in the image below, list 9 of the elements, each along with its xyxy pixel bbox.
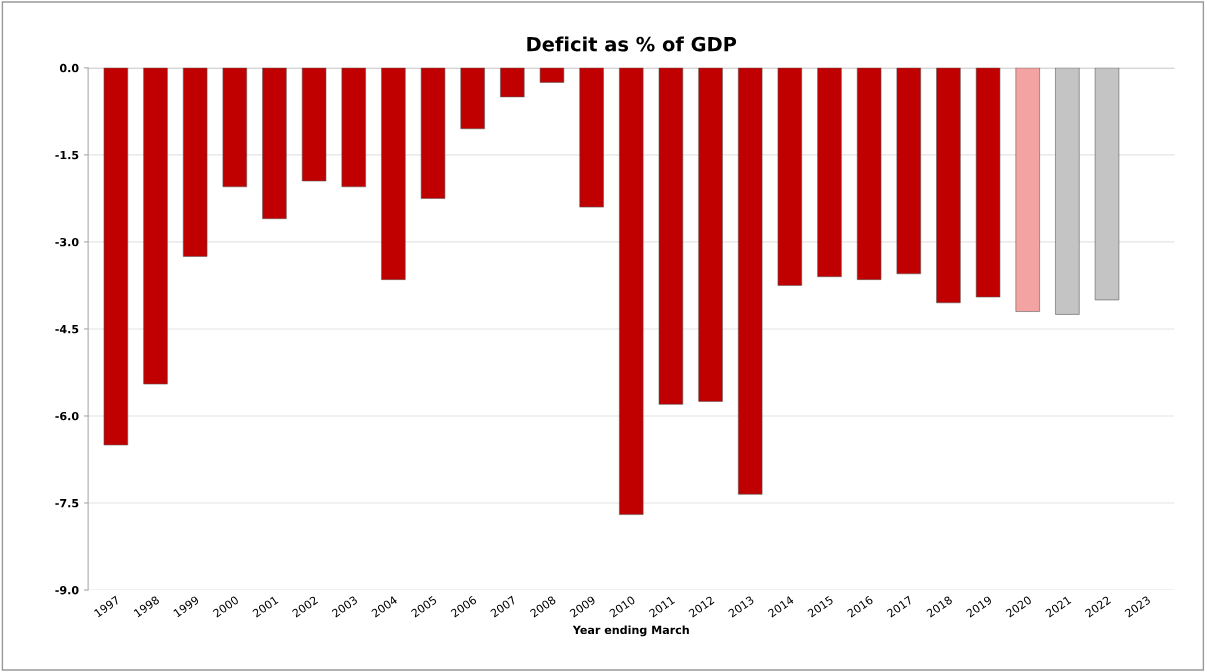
- y-tick-label: -6.0: [55, 411, 79, 421]
- y-tick-label: -4.5: [55, 325, 79, 334]
- y-tick-label: 0.0: [59, 63, 79, 73]
- y-tick-label: -3.0: [55, 237, 79, 247]
- x-axis-title: Year ending March: [572, 625, 689, 637]
- chart-title: Deficit as % of GDP: [527, 36, 737, 52]
- y-tick-label: -9.0: [55, 585, 79, 595]
- y-tick-label: -7.5: [55, 499, 79, 508]
- y-tick-label: -1.5: [55, 151, 79, 160]
